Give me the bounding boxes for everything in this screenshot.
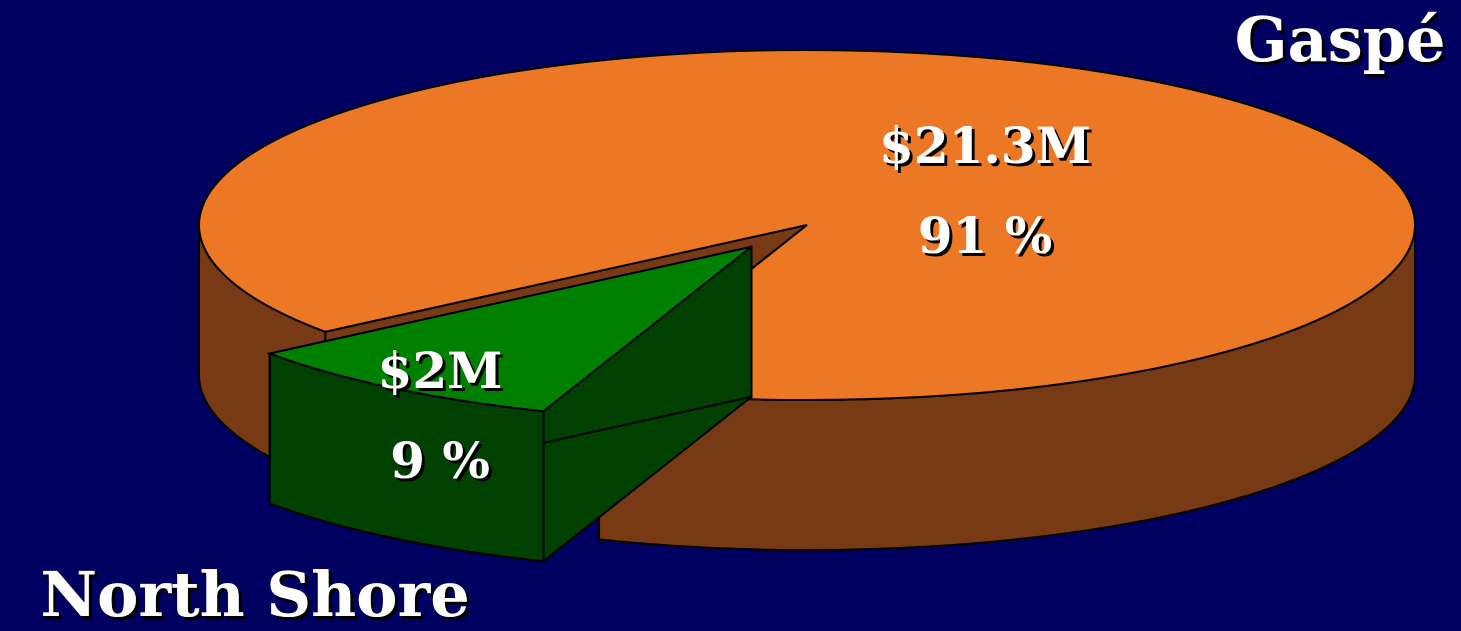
category-label: North Shore [40, 558, 469, 631]
value-label: 9 % [390, 431, 490, 490]
slice [266, 245, 753, 413]
value-label: 91 % [918, 206, 1053, 265]
category-label: Gaspé [1235, 3, 1446, 76]
amount-label: $21.3M [879, 116, 1091, 175]
amount-label: $2M [378, 341, 503, 400]
slice [198, 49, 1416, 401]
